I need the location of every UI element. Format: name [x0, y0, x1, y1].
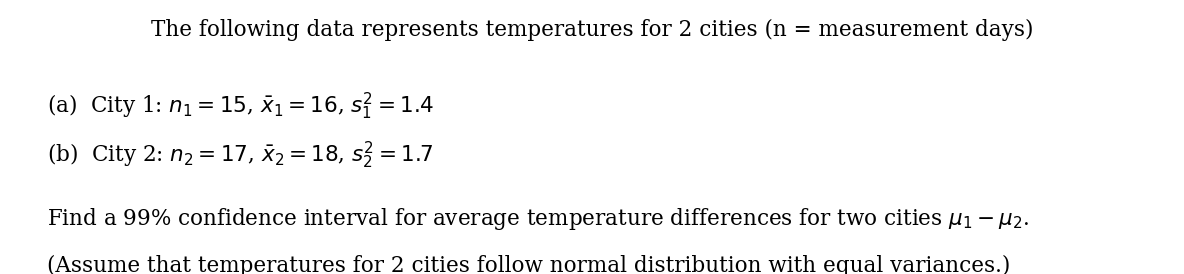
Text: Find a 99% confidence interval for average temperature differences for two citie: Find a 99% confidence interval for avera…: [47, 206, 1030, 232]
Text: The following data represents temperatures for 2 cities (n = measurement days): The following data represents temperatur…: [150, 19, 1034, 41]
Text: (Assume that temperatures for 2 cities follow normal distribution with equal var: (Assume that temperatures for 2 cities f…: [47, 255, 1011, 274]
Text: (b)  City 2: $n_2 = 17$, $\bar{x}_2 = 18$, $s_2^2 = 1.7$: (b) City 2: $n_2 = 17$, $\bar{x}_2 = 18$…: [47, 140, 433, 171]
Text: (a)  City 1: $n_1 = 15$, $\bar{x}_1 = 16$, $s_1^2 = 1.4$: (a) City 1: $n_1 = 15$, $\bar{x}_1 = 16$…: [47, 90, 435, 122]
